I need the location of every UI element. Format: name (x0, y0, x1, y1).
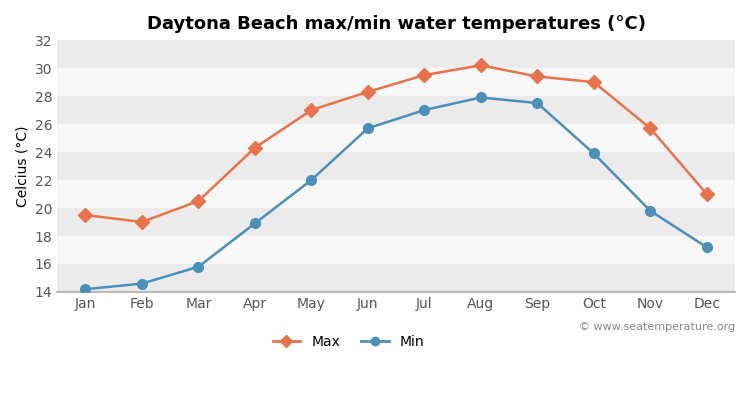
Bar (57, 264, 735, 292)
Bar (57, 236, 735, 264)
Max (363, 90, 372, 94)
Max (307, 108, 316, 112)
Line: Max: Max (80, 60, 712, 227)
Bar (57, 124, 735, 152)
Title: Daytona Beach max/min water temperatures (°C): Daytona Beach max/min water temperatures… (146, 15, 646, 33)
Min (307, 178, 316, 182)
Max (420, 73, 429, 78)
Bar (57, 180, 735, 208)
Max (476, 63, 485, 68)
Legend: Max, Min: Max, Min (267, 329, 430, 354)
Max (532, 74, 542, 79)
Line: Min: Min (80, 93, 712, 294)
Max (137, 220, 146, 224)
Bar (57, 152, 735, 180)
Min (702, 245, 711, 250)
Max (590, 80, 598, 84)
Max (646, 126, 655, 131)
Bar (57, 68, 735, 96)
Min (532, 101, 542, 106)
Max (251, 146, 260, 150)
Bar (57, 208, 735, 236)
Max (702, 192, 711, 196)
Min (81, 287, 90, 292)
Min (476, 95, 485, 100)
Min (251, 221, 260, 226)
Min (646, 208, 655, 213)
Bar (57, 40, 735, 68)
Text: © www.seatemperature.org: © www.seatemperature.org (579, 322, 735, 332)
Min (194, 264, 203, 269)
Min (420, 108, 429, 112)
Min (137, 281, 146, 286)
Min (590, 151, 598, 156)
Max (81, 213, 90, 218)
Min (363, 126, 372, 131)
Y-axis label: Celcius (°C): Celcius (°C) (15, 125, 29, 207)
Bar (57, 96, 735, 124)
Max (194, 199, 203, 204)
